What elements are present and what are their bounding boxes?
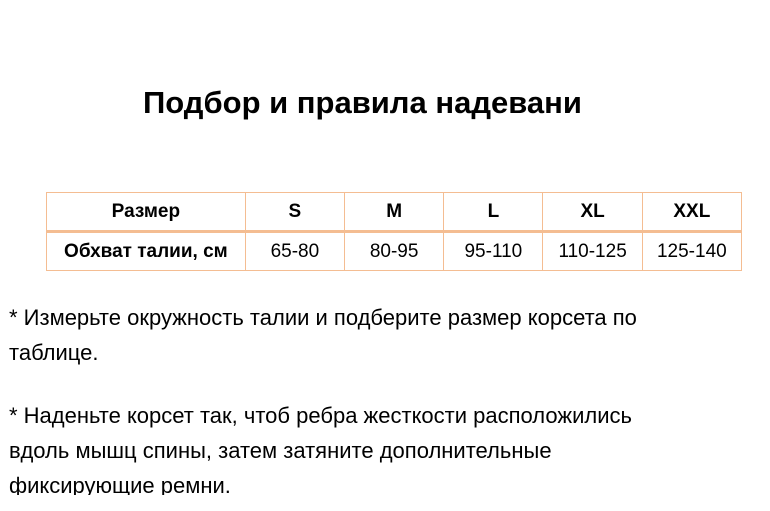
value-cell-s: 65-80 bbox=[244, 231, 346, 271]
header-cell-xl: XL bbox=[542, 192, 643, 233]
table-header-row: Размер S M L XL XXL bbox=[46, 192, 743, 233]
header-cell-l: L bbox=[443, 192, 544, 233]
header-cell-xxl: XXL bbox=[641, 192, 743, 233]
header-cell-size: Размер bbox=[46, 192, 246, 233]
header-cell-s: S bbox=[244, 192, 346, 233]
value-cell-xxl: 125-140 bbox=[641, 231, 743, 271]
table-row-waist: Обхват талии, см 65-80 80-95 95-110 110-… bbox=[46, 231, 743, 271]
row-label-waist: Обхват талии, см bbox=[46, 231, 246, 271]
value-cell-m: 80-95 bbox=[344, 231, 445, 271]
size-table: Размер S M L XL XXL Обхват талии, см 65-… bbox=[46, 192, 743, 271]
header-cell-m: M bbox=[344, 192, 445, 233]
page-title: Подбор и правила надевани bbox=[143, 85, 582, 120]
note-wearing-rules: * Наденьте корсет так, чтоб ребра жестко… bbox=[9, 403, 632, 495]
value-cell-l: 95-110 bbox=[443, 231, 544, 271]
note-measure-waist: * Измерьте окружность талии и подберите … bbox=[9, 305, 637, 365]
value-cell-xl: 110-125 bbox=[542, 231, 643, 271]
